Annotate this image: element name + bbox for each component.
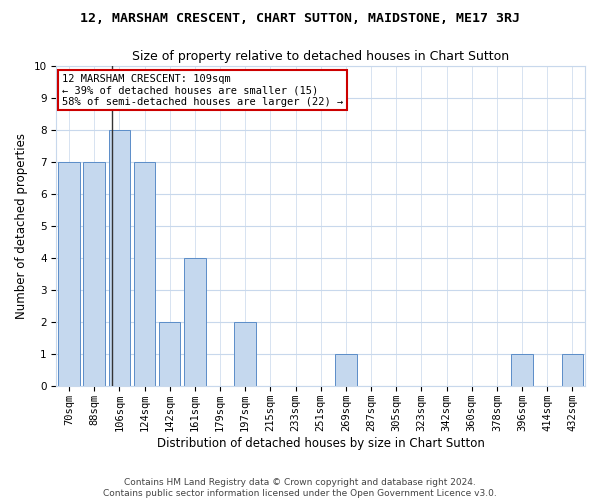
Bar [109,130,130,386]
Bar [562,354,583,386]
Bar [134,162,155,386]
Bar [511,354,533,386]
Bar [58,162,80,386]
Bar [335,354,356,386]
Bar [184,258,206,386]
Text: 12, MARSHAM CRESCENT, CHART SUTTON, MAIDSTONE, ME17 3RJ: 12, MARSHAM CRESCENT, CHART SUTTON, MAID… [80,12,520,26]
Title: Size of property relative to detached houses in Chart Sutton: Size of property relative to detached ho… [132,50,509,63]
Text: Contains HM Land Registry data © Crown copyright and database right 2024.
Contai: Contains HM Land Registry data © Crown c… [103,478,497,498]
Y-axis label: Number of detached properties: Number of detached properties [15,133,28,319]
Bar [83,162,105,386]
Bar [159,322,181,386]
Bar [235,322,256,386]
Text: 12 MARSHAM CRESCENT: 109sqm
← 39% of detached houses are smaller (15)
58% of sem: 12 MARSHAM CRESCENT: 109sqm ← 39% of det… [62,74,343,107]
X-axis label: Distribution of detached houses by size in Chart Sutton: Distribution of detached houses by size … [157,437,485,450]
